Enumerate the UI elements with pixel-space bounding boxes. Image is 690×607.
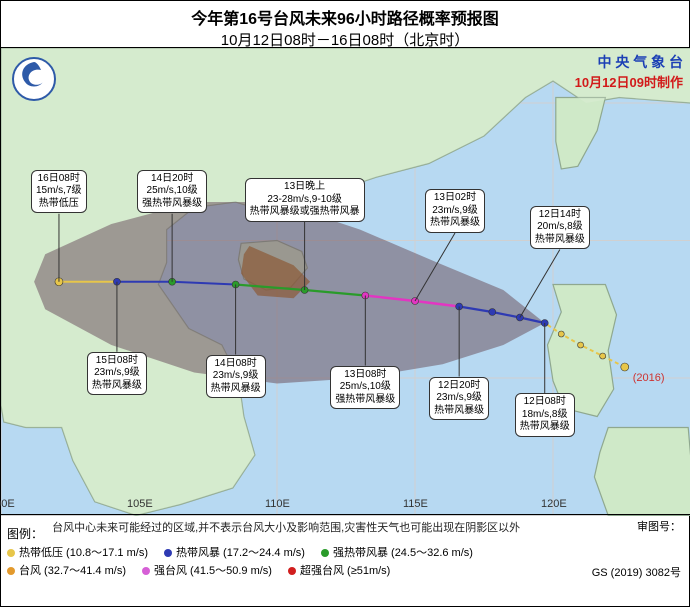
legend-note: 台风中心未来可能经过的区域,并不表示台风大小及影响范围,灾害性天气也可能出现在阴… (52, 519, 520, 535)
callout-line: 强热带风暴级 (335, 394, 395, 407)
callout-line: 23-28m/s,9-10级 (250, 194, 360, 207)
callout-line: 23m/s,9级 (211, 370, 261, 383)
forecast-callout: 13日02时23m/s,9级热带风暴级 (425, 189, 485, 233)
callout-line: 热带风暴级 (434, 405, 484, 418)
map-area: (2016) 中 央 气 象 台 10月12日09时制作 12日08时18m/s… (1, 47, 690, 515)
callout-line: 15日08时 (92, 355, 142, 368)
svg-text:(2016): (2016) (633, 372, 665, 384)
legend-item: 热带风暴 (17.2～24.4 m/s) (164, 544, 305, 560)
callout-line: 15m/s,7级 (36, 185, 82, 198)
legend-dot-icon (321, 549, 329, 557)
title-line1: 今年第16号台风未来96小时路径概率预报图 (1, 5, 689, 29)
legend-dot-icon (142, 567, 150, 575)
callout-line: 25m/s,10级 (335, 381, 395, 394)
legend-item: 台风 (32.7～41.4 m/s) (7, 562, 126, 578)
legend-dot-icon (164, 549, 172, 557)
callout-line: 热带风暴级 (211, 383, 261, 396)
forecast-callout: 13日晚上23-28m/s,9-10级热带风暴级或强热带风暴 (245, 178, 365, 222)
legend-label: 热带风暴 (17.2～24.4 m/s) (176, 547, 305, 559)
lon-tick-label: 115E (403, 498, 428, 510)
legend-dot-icon (7, 567, 15, 575)
legend-label: 强台风 (41.5～50.9 m/s) (154, 565, 272, 577)
agency-block: 中 央 气 象 台 10月12日09时制作 (575, 52, 683, 91)
legend-dot-icon (7, 549, 15, 557)
callout-line: 12日08时 (520, 396, 570, 409)
callout-line: 20m/s,8级 (535, 221, 585, 234)
callout-line: 14日20时 (142, 173, 202, 186)
callout-line: 热带风暴级或强热带风暴 (250, 206, 360, 219)
callout-line: 12日14时 (535, 209, 585, 222)
agency-name: 中 央 气 象 台 (575, 52, 683, 72)
callout-line: 热带风暴级 (520, 421, 570, 434)
lon-tick-label: 105E (127, 498, 153, 510)
legend-item: 强台风 (41.5～50.9 m/s) (142, 562, 272, 578)
forecast-callout: 12日20时23m/s,9级热带风暴级 (429, 377, 489, 421)
forecast-callout: 12日08时18m/s,8级热带风暴级 (515, 393, 575, 437)
callout-line: 16日08时 (36, 173, 82, 186)
title-bar: 今年第16号台风未来96小时路径概率预报图 10月12日08时－16日08时（北… (1, 1, 689, 52)
map-svg: (2016) (1, 48, 690, 516)
callout-line: 13日晚上 (250, 181, 360, 194)
callout-line: 热带风暴级 (92, 380, 142, 393)
legend-item: 热带低压 (10.8～17.1 m/s) (7, 544, 148, 560)
agency-issued: 10月12日09时制作 (575, 72, 683, 91)
legend-dot-icon (288, 567, 296, 575)
lon-tick-label: 120E (541, 498, 567, 510)
legend-item: 强热带风暴 (24.5～32.6 m/s) (321, 544, 473, 560)
lon-tick-label: 100E (0, 498, 15, 510)
callout-line: 强热带风暴级 (142, 198, 202, 211)
forecast-callout: 16日08时15m/s,7级热带低压 (31, 170, 87, 214)
callout-line: 18m/s,8级 (520, 409, 570, 422)
callout-line: 13日02时 (430, 192, 480, 205)
forecast-callout: 14日08时23m/s,9级热带风暴级 (206, 355, 266, 399)
callout-line: 25m/s,10级 (142, 185, 202, 198)
legend-row-1: 热带低压 (10.8～17.1 m/s) 热带风暴 (17.2～24.4 m/s)… (7, 544, 685, 560)
callout-line: 13日08时 (335, 369, 395, 382)
forecast-callout: 14日20时25m/s,10级强热带风暴级 (137, 170, 207, 214)
callout-line: 热带风暴级 (430, 217, 480, 230)
callout-line: 14日08时 (211, 358, 261, 371)
legend-label: 台风 (32.7～41.4 m/s) (19, 565, 126, 577)
typhoon-forecast-card: 今年第16号台风未来96小时路径概率预报图 10月12日08时－16日08时（北… (0, 0, 690, 607)
callout-line: 热带低压 (36, 198, 82, 211)
forecast-callout: 12日14时20m/s,8级热带风暴级 (530, 206, 590, 250)
callout-line: 热带风暴级 (535, 234, 585, 247)
agency-logo-icon (11, 56, 57, 102)
legend-box: 图例： 台风中心未来可能经过的区域,并不表示台风大小及影响范围,灾害性天气也可能… (1, 514, 690, 606)
legend-label: 超强台风 (≥51m/s) (300, 565, 390, 577)
legend-label: 热带低压 (10.8～17.1 m/s) (19, 547, 148, 559)
callout-line: 12日20时 (434, 380, 484, 393)
callout-line: 23m/s,9级 (430, 205, 480, 218)
lon-tick-label: 110E (265, 498, 290, 510)
legend-item: 超强台风 (≥51m/s) (288, 562, 390, 578)
forecast-callout: 15日08时23m/s,9级热带风暴级 (87, 352, 147, 396)
callout-line: 23m/s,9级 (92, 367, 142, 380)
callout-line: 23m/s,9级 (434, 392, 484, 405)
legend-heading: 图例： (7, 519, 43, 542)
legend-row-2: 台风 (32.7～41.4 m/s) 强台风 (41.5～50.9 m/s) 超强台… (7, 562, 685, 578)
legend-label: 强热带风暴 (24.5～32.6 m/s) (333, 547, 473, 559)
forecast-callout: 13日08时25m/s,10级强热带风暴级 (330, 366, 400, 410)
